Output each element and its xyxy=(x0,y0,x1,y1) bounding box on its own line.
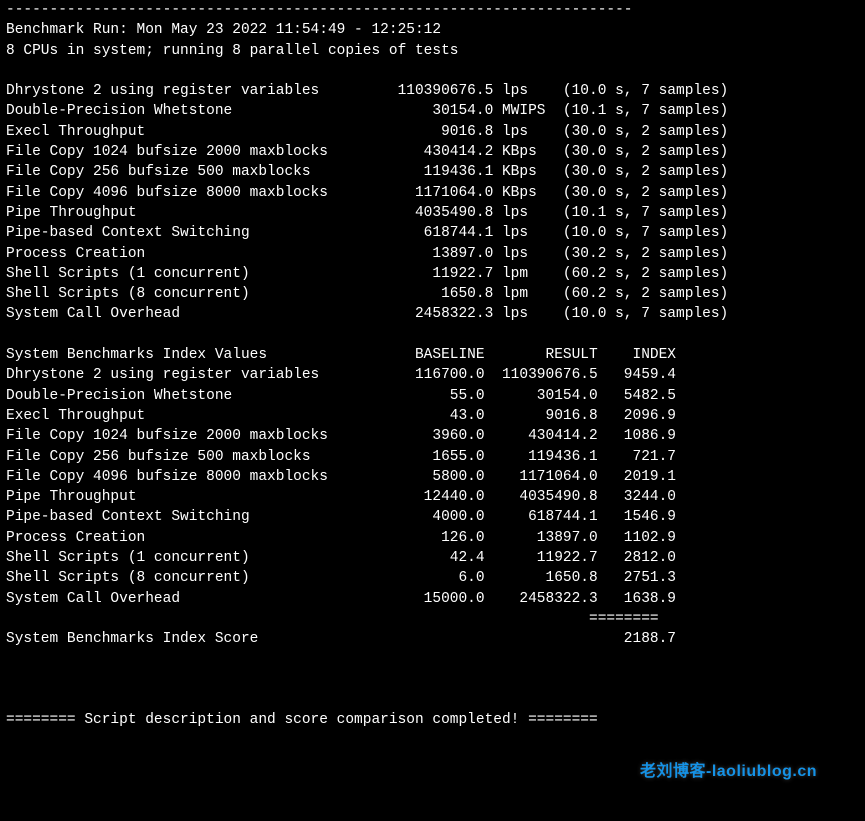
terminal-output: ----------------------------------------… xyxy=(0,0,865,731)
watermark-text: 老刘博客-laoliublog.cn xyxy=(640,761,817,783)
